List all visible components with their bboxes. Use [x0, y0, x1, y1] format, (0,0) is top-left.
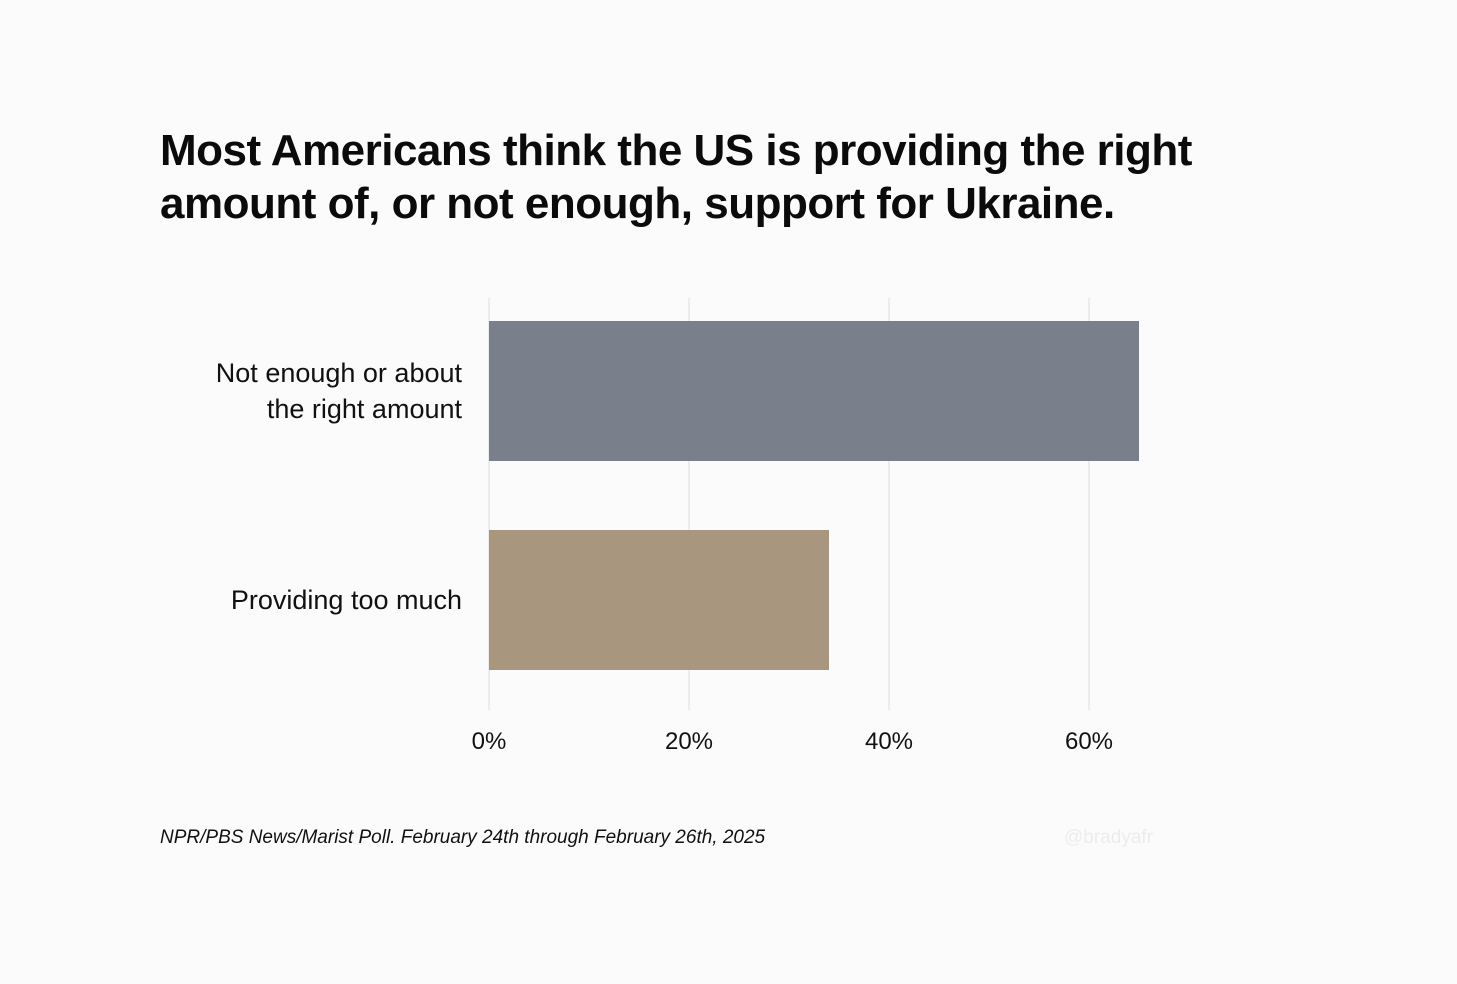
- x-tick-label-0: 0%: [471, 728, 507, 755]
- category-label-1: Providing too much: [142, 582, 462, 618]
- category-label-0: Not enough or about the right amount: [142, 355, 462, 427]
- bars: [489, 321, 1139, 670]
- x-tick-label-1: 20%: [664, 728, 714, 755]
- category-label-line: Providing too much: [230, 585, 462, 615]
- category-label-line: the right amount: [266, 394, 462, 424]
- source-note: NPR/PBS News/Marist Poll. February 24th …: [160, 827, 766, 848]
- bar-1: [489, 530, 829, 670]
- watermark: @bradyafr: [1064, 827, 1153, 848]
- bar-0: [489, 321, 1139, 461]
- x-tick-label-2: 40%: [864, 728, 914, 755]
- chart-title: Most Americans think the US is providing…: [160, 126, 1192, 228]
- category-label-line: Not enough or about: [215, 358, 462, 388]
- x-tick-label-3: 60%: [1064, 728, 1114, 755]
